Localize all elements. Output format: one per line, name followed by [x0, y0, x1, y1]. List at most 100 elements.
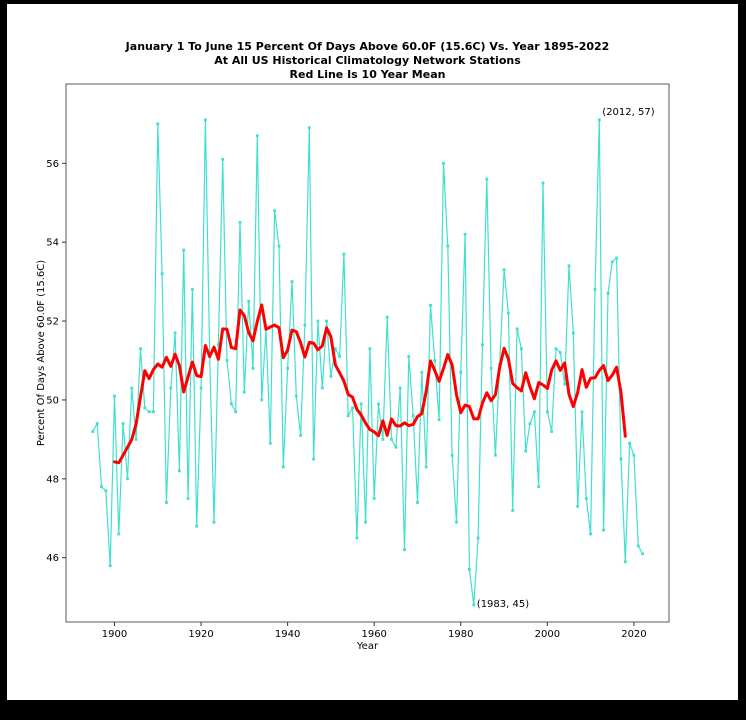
yearly-series-marker: [117, 532, 121, 536]
yearly-series-marker: [563, 382, 567, 386]
yearly-series-marker: [277, 244, 281, 248]
yearly-series-marker: [281, 465, 285, 469]
yearly-series-marker: [442, 161, 445, 165]
yearly-series-marker: [359, 402, 363, 406]
yearly-series-marker: [165, 501, 168, 504]
yearly-series-marker: [602, 528, 605, 532]
yearly-series-marker: [541, 181, 545, 185]
y-axis-label: Percent Of Days Above 60.0F (15.6C): [36, 260, 47, 446]
x-tick-label: 2020: [621, 629, 646, 640]
yearly-series-marker: [472, 603, 476, 607]
yearly-series-marker: [195, 524, 199, 528]
yearly-series-marker: [450, 453, 454, 457]
yearly-series-marker: [130, 386, 134, 390]
yearly-series-marker: [152, 410, 155, 414]
yearly-series-marker: [160, 272, 164, 276]
yearly-series-marker: [100, 485, 103, 489]
y-tick-label: 48: [46, 474, 59, 485]
yearly-series-marker: [619, 457, 623, 461]
yearly-series-marker: [368, 347, 372, 351]
y-tick-label: 46: [46, 553, 59, 564]
yearly-series-marker: [390, 438, 393, 441]
x-tick-label: 1940: [275, 629, 300, 640]
yearly-series-marker: [156, 122, 160, 126]
yearly-series-marker: [403, 548, 406, 552]
chart-title-line-2: At All US Historical Climatology Network…: [214, 54, 521, 67]
yearly-series-marker: [316, 319, 320, 323]
yearly-series-marker: [251, 367, 255, 370]
yearly-series-marker: [515, 327, 519, 331]
yearly-series-marker: [580, 410, 584, 414]
yearly-series-marker: [571, 331, 575, 335]
yearly-series-marker: [429, 303, 432, 307]
yearly-series-marker: [143, 406, 147, 410]
yearly-series-marker: [351, 406, 354, 410]
yearly-series-marker: [212, 520, 216, 524]
yearly-series-marker: [299, 434, 302, 437]
yearly-series-marker: [615, 256, 618, 260]
yearly-series-marker: [121, 422, 125, 425]
yearly-series-marker: [372, 497, 376, 500]
plot-area: [65, 83, 670, 623]
yearly-series-marker: [446, 244, 450, 248]
yearly-series-marker: [546, 410, 549, 414]
yearly-series-marker: [242, 390, 246, 394]
yearly-series-marker: [576, 505, 580, 508]
yearly-series-marker: [320, 386, 324, 390]
yearly-series-marker: [108, 564, 112, 567]
yearly-series-marker: [286, 367, 289, 370]
yearly-series-marker: [113, 394, 116, 398]
yearly-series-marker: [407, 355, 411, 358]
yearly-series-marker: [606, 292, 610, 295]
x-tick-label: 1920: [188, 629, 213, 640]
yearly-series-marker: [312, 457, 315, 461]
yearly-series-marker: [342, 252, 346, 256]
y-tick-label: 54: [46, 238, 59, 249]
yearly-series-marker: [489, 367, 493, 370]
yearly-series-marker: [173, 331, 177, 335]
yearly-series-marker: [589, 532, 592, 536]
yearly-series-marker: [333, 347, 337, 351]
yearly-series-marker: [255, 134, 259, 138]
yearly-series-marker: [632, 453, 636, 457]
yearly-series-marker: [217, 343, 220, 347]
yearly-series-marker: [416, 501, 419, 504]
yearly-series-marker: [338, 355, 341, 358]
yearly-series-marker: [147, 410, 151, 414]
yearly-series-marker: [191, 288, 194, 291]
y-tick-label: 52: [46, 317, 59, 328]
point-annotation: (1983, 45): [477, 599, 529, 610]
yearly-series-marker: [95, 422, 99, 425]
ten-year-mean-line: [113, 303, 627, 465]
yearly-series-marker: [636, 544, 640, 548]
yearly-series-marker: [182, 248, 186, 252]
chart-title-line-1: January 1 To June 15 Percent Of Days Abo…: [125, 40, 610, 53]
yearly-series-marker: [385, 315, 389, 319]
yearly-series-marker: [225, 359, 229, 362]
yearly-series-marker: [394, 445, 398, 449]
yearly-series-marker: [420, 370, 424, 374]
yearly-series-marker: [325, 319, 328, 323]
yearly-series-marker: [247, 299, 251, 303]
yearly-series-marker: [260, 398, 264, 402]
yearly-series-marker: [104, 489, 108, 493]
yearly-series-marker: [134, 438, 138, 441]
yearly-series-marker: [511, 509, 515, 512]
yearly-series-marker: [381, 438, 385, 441]
yearly-series-marker: [126, 477, 129, 481]
yearly-series-marker: [481, 343, 484, 347]
yearly-series-marker: [537, 485, 541, 489]
yearly-series-marker: [468, 568, 471, 571]
yearly-series-marker: [303, 323, 307, 327]
yearly-series-marker: [346, 414, 350, 418]
yearly-series-marker: [593, 288, 597, 291]
yearly-series-marker: [355, 536, 359, 540]
point-annotation: (2012, 57): [602, 107, 654, 118]
yearly-series-marker: [329, 374, 333, 378]
yearly-series-marker: [520, 347, 523, 351]
y-tick-label: 56: [46, 159, 59, 170]
yearly-series-marker: [494, 453, 497, 457]
yearly-series-marker: [186, 497, 190, 500]
generated-chart-content: 1900 1920 1940 1960 1980 2000 2020 46 48 50 52 54 56…: [46, 107, 654, 640]
x-tick-label: 2000: [535, 629, 560, 640]
